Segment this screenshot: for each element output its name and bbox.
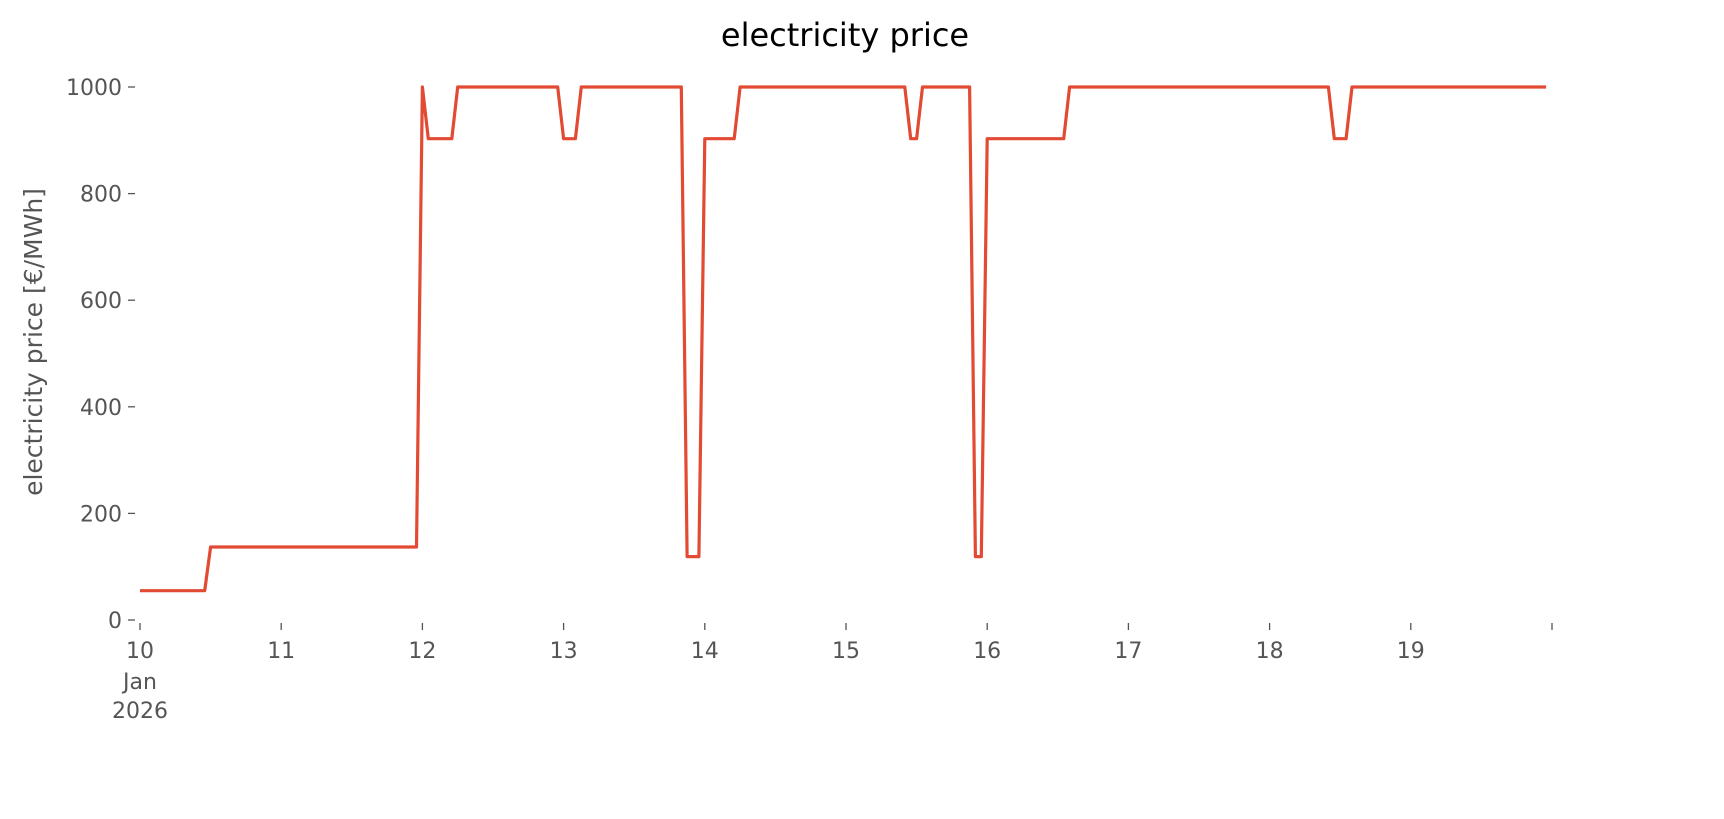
x-axis: 10 Jan 2026 11 12 13 14 15 16 17 18 19	[112, 623, 1553, 724]
x-tick-label: 16	[973, 639, 1001, 664]
y-axis-label: electricity price [€/MWh]	[19, 188, 48, 496]
y-tick-label: 600	[80, 289, 122, 314]
x-tick-label: 10	[126, 639, 154, 664]
x-tick-label: 14	[691, 639, 719, 664]
y-tick-label: 0	[108, 609, 122, 634]
x-tick-label: 18	[1256, 639, 1284, 664]
plot-area	[140, 85, 1547, 593]
x-tick-label: 12	[408, 639, 436, 664]
x-tick-label: 17	[1114, 639, 1142, 664]
x-tick-label: 15	[832, 639, 860, 664]
y-axis: 0 200 400 600 800 1000	[66, 76, 135, 634]
chart-title: electricity price	[721, 16, 969, 54]
x-tick-label: 11	[267, 639, 295, 664]
price-series-line	[140, 85, 1547, 593]
x-tick-sublabel: 2026	[112, 699, 168, 724]
y-tick-label: 1000	[66, 76, 122, 101]
y-tick-label: 400	[80, 396, 122, 421]
y-tick-label: 200	[80, 502, 122, 527]
x-tick-label: 13	[550, 639, 578, 664]
x-tick-label: 19	[1397, 639, 1425, 664]
x-tick-sublabel: Jan	[121, 670, 157, 695]
y-tick-label: 800	[80, 183, 122, 208]
